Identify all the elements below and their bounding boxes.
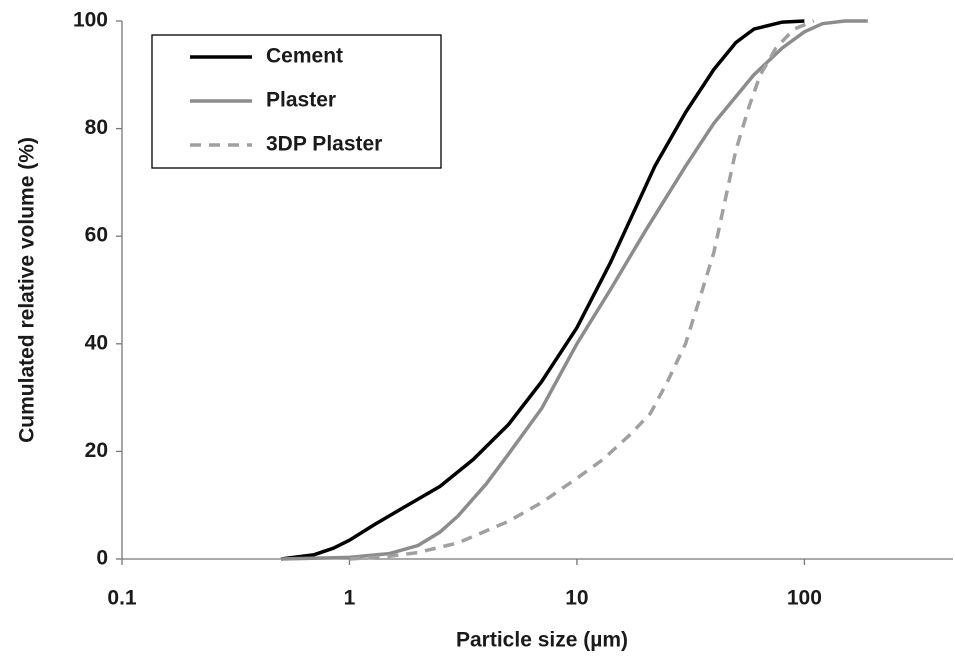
y-tick-label: 80 [85,116,108,139]
y-tick-label: 0 [96,547,108,570]
x-tick-label: 100 [787,587,822,610]
x-tick-label: 1 [344,587,356,610]
x-axis-label: Particle size (µm) [456,629,628,652]
legend-label: Cement [266,45,343,68]
y-tick-label: 60 [85,224,108,247]
y-tick-label: 40 [85,331,108,354]
x-tick-label: 10 [565,587,588,610]
x-tick-label: 0.1 [107,587,137,610]
line [280,19,868,561]
line [349,19,815,561]
legend-label: Plaster [266,89,336,112]
line [280,19,805,561]
y-axis-label: Cumulated relative volume (%) [16,137,39,443]
y-tick-label: 100 [73,9,108,32]
legend-label: 3DP Plaster [266,133,382,156]
y-tick-label: 20 [85,439,108,462]
